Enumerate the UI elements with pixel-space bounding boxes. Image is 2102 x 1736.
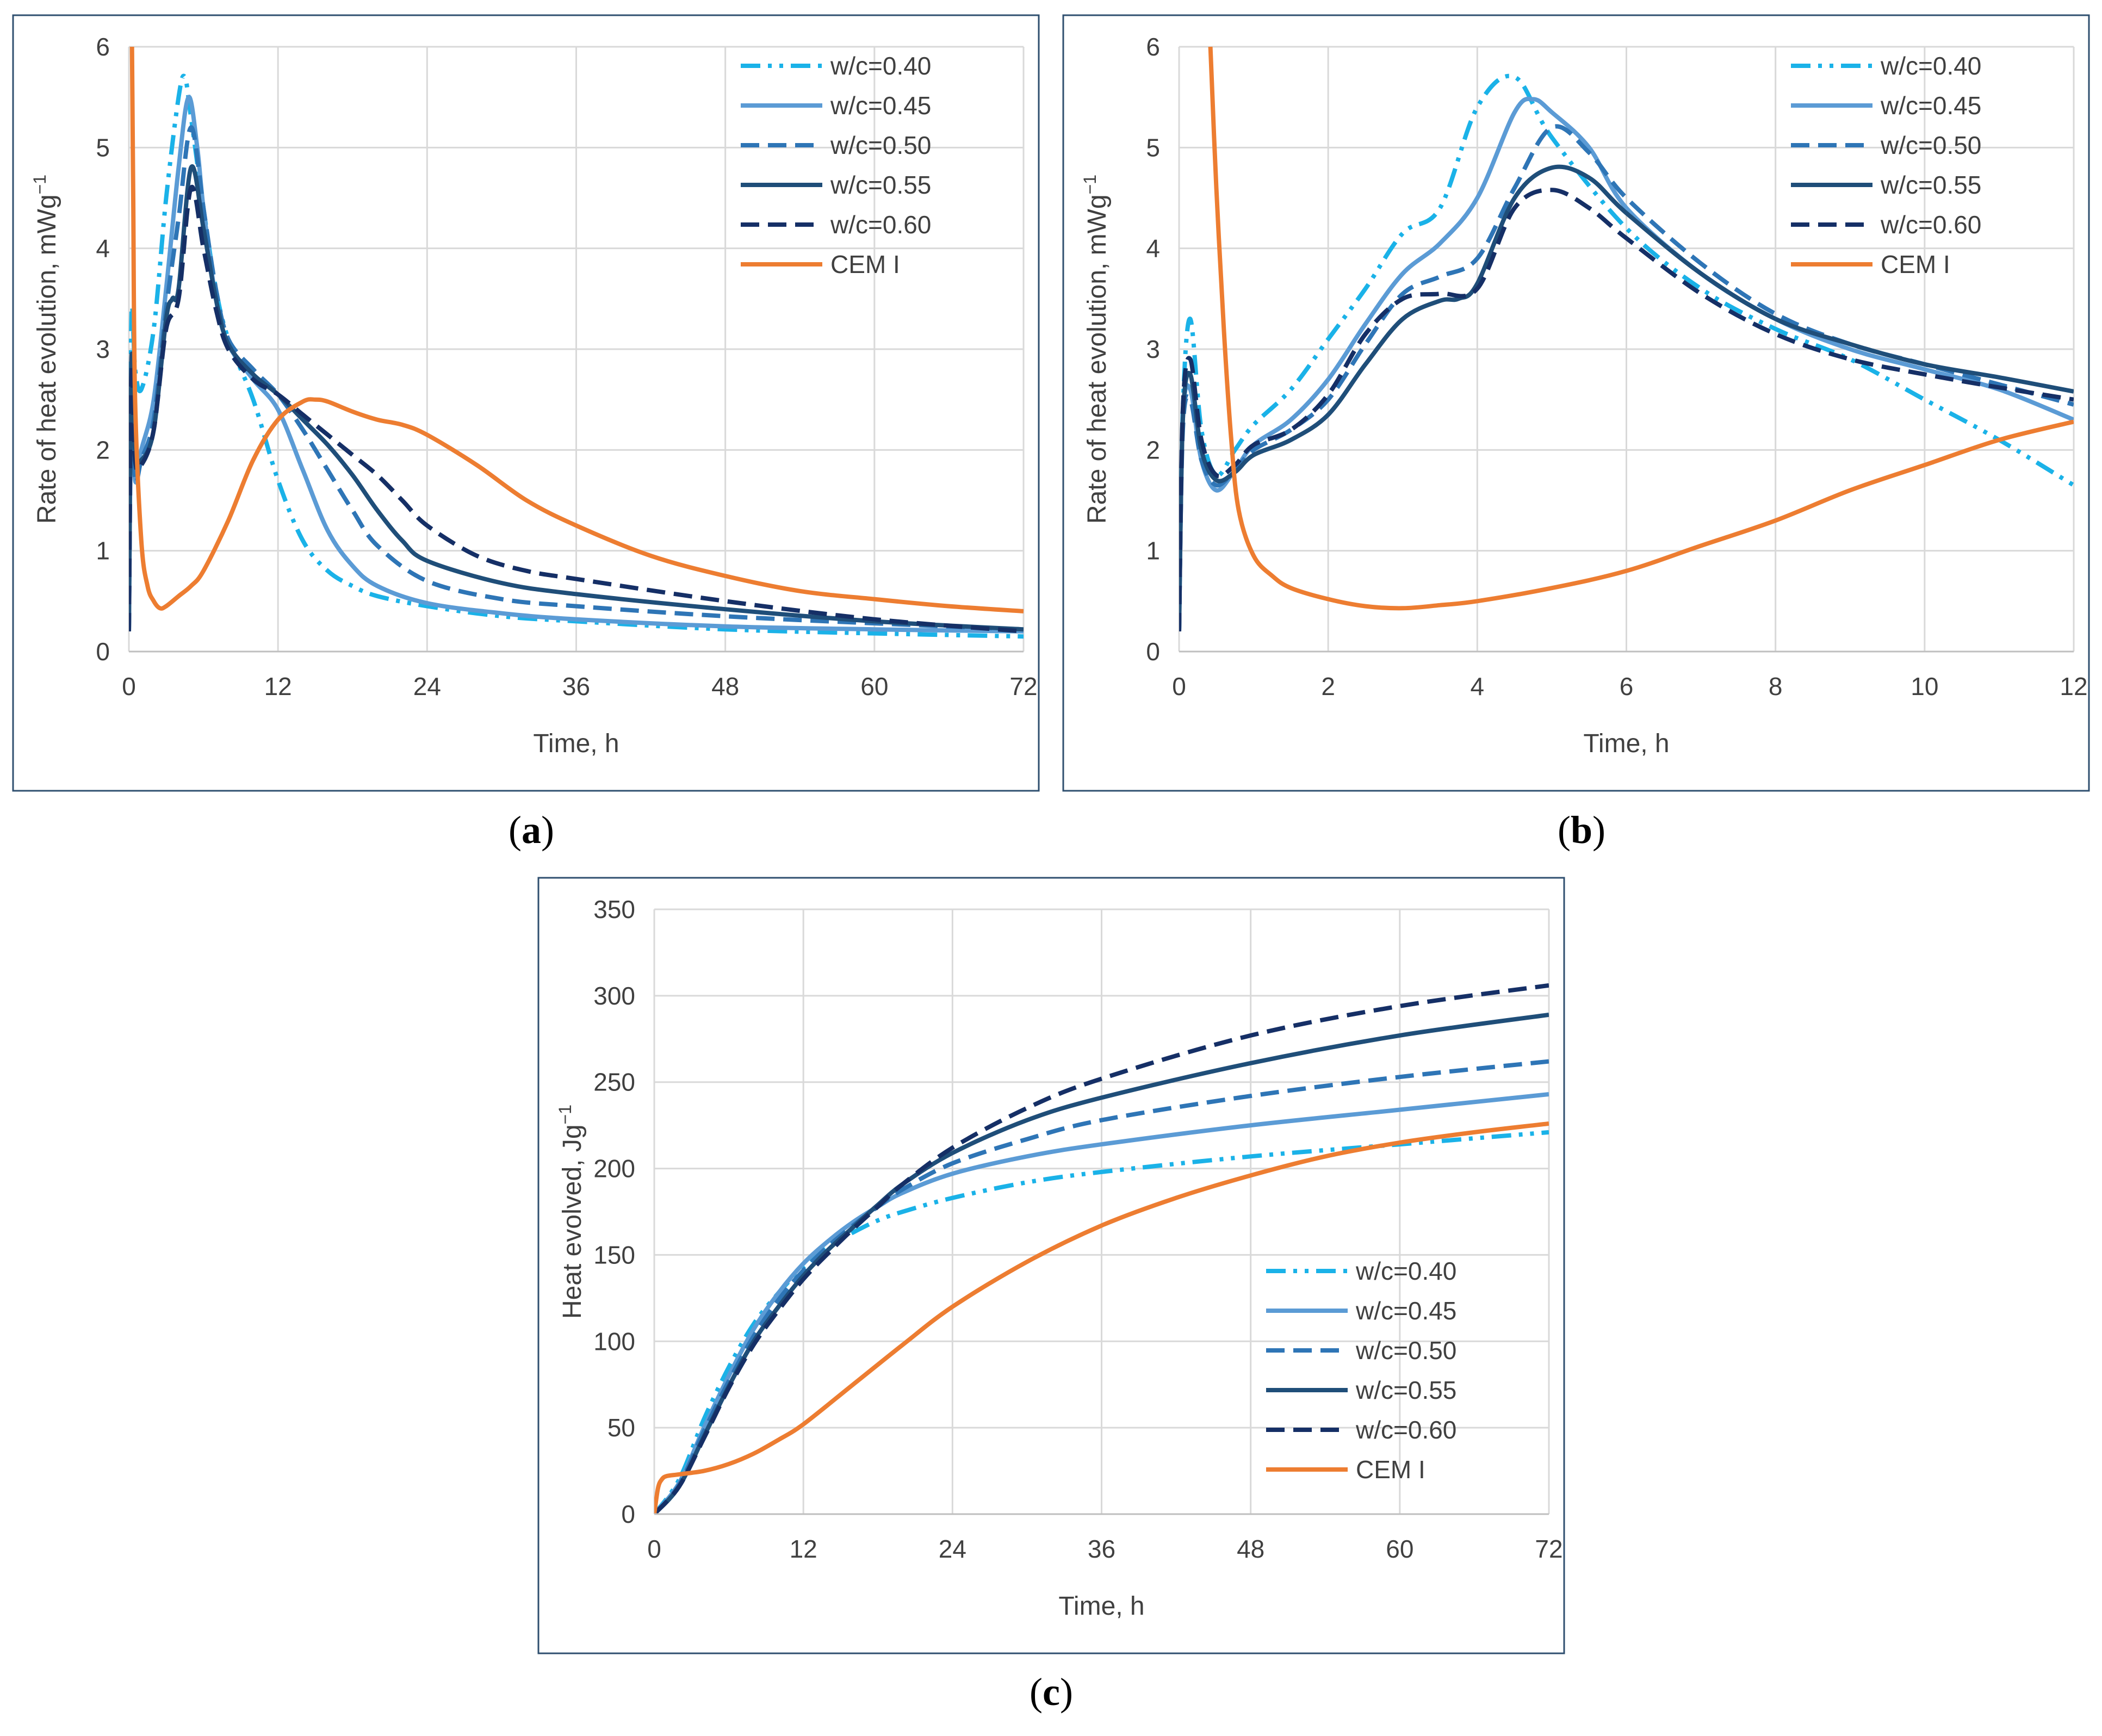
x-tick-label: 60 <box>860 672 888 700</box>
series-group <box>129 46 1024 639</box>
x-tick-label: 48 <box>1237 1535 1264 1563</box>
legend-label: w/c=0.45 <box>1880 91 1981 120</box>
x-tick-label: 48 <box>711 672 739 700</box>
x-axis-label: Time, h <box>533 729 619 758</box>
y-tick-label: 0 <box>1146 637 1160 666</box>
series-line-w-c-0-40 <box>1179 73 2074 631</box>
y-axis-label: Rate of heat evolution, mWg−1 <box>30 175 61 524</box>
caption-a: (a) <box>509 808 554 852</box>
y-tick-label: 250 <box>593 1068 635 1096</box>
legend-label: w/c=0.55 <box>1880 171 1981 199</box>
series-line-w-c-0-60 <box>654 983 1549 1514</box>
legend-label: w/c=0.60 <box>1355 1416 1456 1444</box>
y-tick-label: 0 <box>96 637 110 666</box>
caption-b-letter: b <box>1570 808 1593 852</box>
y-tick-label: 6 <box>96 33 110 61</box>
chart-frame <box>1062 14 2090 792</box>
series-line-w-c-0-40 <box>654 1130 1549 1514</box>
x-tick-label: 2 <box>1321 672 1335 700</box>
panel-c: 0 12 24 36 48 60 72 0 50 100 150 200 250 300 350 Time, … <box>537 877 1565 1654</box>
legend-label: CEM I <box>1881 250 1950 278</box>
legend-label: w/c=0.45 <box>830 91 931 120</box>
panel-a: 0 12 24 36 48 60 72 0 1 2 3 4 5 6 Time, h Rate of heat … <box>12 14 1040 792</box>
series-line-w-c-0-55 <box>129 164 1024 632</box>
y-tick-label: 300 <box>593 982 635 1010</box>
x-tick-label: 12 <box>790 1535 817 1563</box>
legend-label: w/c=0.60 <box>830 210 931 239</box>
y-axis-label: Heat evolved, Jg−1 <box>555 1105 587 1319</box>
x-tick-label: 0 <box>647 1535 661 1563</box>
y-tick-label: 6 <box>1146 33 1160 61</box>
x-tick-label: 24 <box>413 672 441 700</box>
series-line-w-c-0-50 <box>129 125 1024 632</box>
x-tick-label: 10 <box>1911 672 1938 700</box>
legend-label: w/c=0.45 <box>1355 1297 1456 1325</box>
x-tick-label: 24 <box>939 1535 966 1563</box>
legend: w/c=0.40 w/c=0.45 w/c=0.50 w/c=0.55 w/c=0.60… <box>741 52 931 278</box>
x-tick-label: 12 <box>2060 672 2087 700</box>
series-line-w-c-0-55 <box>1179 164 2074 631</box>
legend-label: w/c=0.40 <box>1355 1257 1456 1285</box>
y-tick-label: 200 <box>593 1155 635 1183</box>
legend: w/c=0.40 w/c=0.45 w/c=0.50 w/c=0.55 w/c=0.60… <box>1266 1257 1456 1484</box>
x-tick-label: 36 <box>1088 1535 1115 1563</box>
y-tick-label: 5 <box>1146 133 1160 162</box>
series-line-cem-i <box>1208 46 2074 611</box>
y-tick-label: 4 <box>96 234 110 263</box>
x-tick-label: 6 <box>1620 672 1634 700</box>
y-tick-label: 2 <box>96 436 110 464</box>
y-tick-label: 1 <box>96 537 110 565</box>
legend-label: w/c=0.50 <box>830 131 931 159</box>
y-tick-label: 2 <box>1146 436 1160 464</box>
series-line-cem-i <box>654 1121 1549 1514</box>
panel-b: 0 2 4 6 8 10 12 0 1 2 3 4 5 6 Time, h Rate of heat evol… <box>1062 14 2090 792</box>
caption-c: (c) <box>1030 1670 1073 1714</box>
y-tick-label: 4 <box>1146 234 1160 263</box>
y-tick-label: 0 <box>621 1500 635 1528</box>
x-tick-label: 60 <box>1386 1535 1413 1563</box>
x-tick-label: 12 <box>264 672 292 700</box>
caption-a-letter: a <box>522 808 541 852</box>
legend-label: CEM I <box>1356 1455 1425 1484</box>
x-tick-label: 36 <box>562 672 590 700</box>
series-line-cem-i <box>129 46 1024 613</box>
x-tick-label: 72 <box>1009 672 1037 700</box>
x-tick-label: 0 <box>1172 672 1186 700</box>
legend-label: w/c=0.55 <box>1355 1376 1456 1404</box>
chart-frame <box>537 877 1565 1654</box>
caption-c-letter: c <box>1043 1670 1060 1714</box>
chart-c: 0 12 24 36 48 60 72 0 50 100 150 200 250 300 350 Time, … <box>537 877 1565 1654</box>
series-group <box>654 983 1549 1514</box>
y-tick-label: 1 <box>1146 537 1160 565</box>
y-tick-label: 5 <box>96 133 110 162</box>
y-tick-label: 150 <box>593 1241 635 1269</box>
chart-frame <box>12 14 1040 792</box>
x-tick-label: 0 <box>122 672 136 700</box>
x-tick-label: 8 <box>1769 672 1783 700</box>
y-tick-label: 50 <box>607 1413 635 1442</box>
y-tick-label: 3 <box>96 335 110 363</box>
x-axis-label: Time, h <box>1583 729 1669 758</box>
y-tick-label: 3 <box>1146 335 1160 363</box>
legend-label: CEM I <box>830 250 900 278</box>
legend-label: w/c=0.50 <box>1355 1336 1456 1365</box>
x-tick-label: 4 <box>1471 672 1485 700</box>
series-group <box>1179 46 2074 631</box>
y-axis-label: Rate of heat evolution, mWg−1 <box>1080 175 1112 524</box>
x-tick-label: 72 <box>1535 1535 1562 1563</box>
series-line-w-c-0-60 <box>129 184 1024 634</box>
caption-b: (b) <box>1557 808 1605 852</box>
y-tick-label: 100 <box>593 1327 635 1355</box>
legend-label: w/c=0.40 <box>1880 52 1981 80</box>
y-tick-label: 350 <box>593 895 635 923</box>
legend-label: w/c=0.55 <box>830 171 931 199</box>
legend-label: w/c=0.40 <box>830 52 931 80</box>
x-axis-label: Time, h <box>1058 1592 1144 1621</box>
series-line-w-c-0-60 <box>1179 188 2074 631</box>
legend: w/c=0.40 w/c=0.45 w/c=0.50 w/c=0.55 w/c=0.60… <box>1791 52 1981 278</box>
legend-label: w/c=0.60 <box>1880 210 1981 239</box>
legend-label: w/c=0.50 <box>1880 131 1981 159</box>
